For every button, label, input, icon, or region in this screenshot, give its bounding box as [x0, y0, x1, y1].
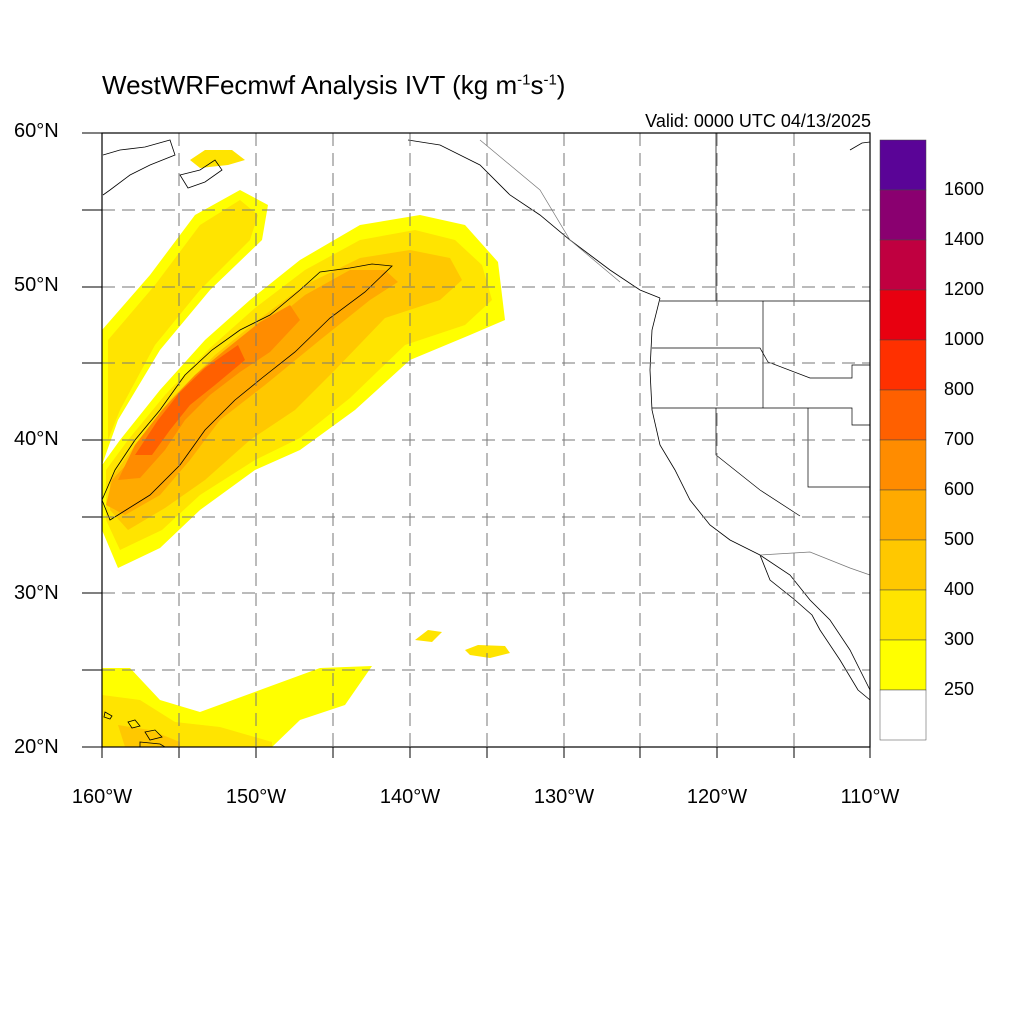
lon-label-140w: 140°W: [379, 786, 441, 808]
lat-label-60n: 60°N: [14, 120, 59, 142]
lon-label-160w: 160°W: [71, 786, 133, 808]
ivt-contour: [101, 263, 393, 521]
colorbar-swatch: [879, 539, 927, 591]
colorbar-label: 800: [944, 379, 975, 399]
colorbar-label: 700: [944, 429, 975, 449]
graticule: [102, 133, 870, 747]
lon-label-110w: 110°W: [840, 786, 900, 808]
valid-time: Valid: 0000 UTC 04/13/2025: [645, 111, 871, 131]
colorbar-swatch: [879, 639, 927, 691]
colorbar-label: 250: [944, 679, 975, 699]
colorbar-swatch: [879, 489, 927, 541]
colorbar-label: 400: [944, 579, 975, 599]
colorbar-label: 600: [944, 479, 975, 499]
colorbar-swatch: [879, 339, 927, 391]
colorbar-swatch: [879, 139, 927, 191]
lat-label-50n: 50°N: [14, 274, 59, 296]
state-borders: [652, 133, 870, 517]
colorbar-label: 300: [944, 629, 975, 649]
ivt-colorbar: [879, 139, 927, 741]
colorbar-swatch: [879, 239, 927, 291]
colorbar-swatch: [879, 289, 927, 341]
axis-ticks: [82, 132, 871, 758]
colorbar-swatch: [879, 389, 927, 441]
lat-label-20n: 20°N: [14, 736, 59, 758]
colorbar-label: 1400: [944, 229, 985, 249]
colorbar-swatch: [879, 589, 927, 641]
colorbar-label: 1200: [944, 279, 985, 299]
lon-label-150w: 150°W: [225, 786, 287, 808]
colorbar-label: 500: [944, 529, 975, 549]
colorbar-swatch: [879, 439, 927, 491]
colorbar-swatch: [879, 689, 927, 741]
lon-label-130w: 130°W: [533, 786, 595, 808]
colorbar-swatch: [879, 189, 927, 241]
map-title: WestWRFecmwf Analysis IVT (kg m-1s-1): [102, 70, 566, 100]
colorbar-label: 1600: [944, 179, 985, 199]
ivt-shading: [102, 150, 510, 747]
lon-label-120w: 120°W: [686, 786, 748, 808]
lat-label-40n: 40°N: [14, 428, 59, 450]
national-border: [479, 139, 871, 576]
lat-label-30n: 30°N: [14, 582, 59, 604]
colorbar-label: 1000: [944, 329, 985, 349]
